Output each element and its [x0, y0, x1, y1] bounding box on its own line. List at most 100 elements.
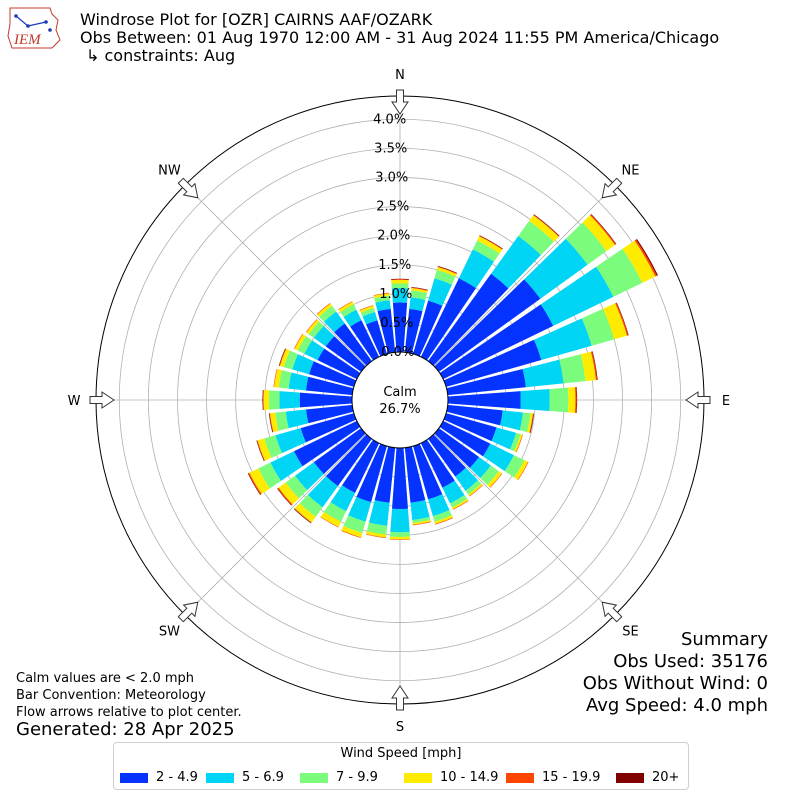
bar-segment-140-2-4-9 — [428, 434, 466, 477]
summary-avg-speed: Avg Speed: 4.0 mph — [586, 695, 768, 716]
bar-segment-10-2-4-9 — [404, 308, 423, 354]
bar-segment-30-7-9-9 — [472, 240, 500, 262]
bar-segment-230-7-9-9 — [285, 475, 308, 499]
flow-arrow-ne-icon — [601, 177, 623, 199]
bar-segment-60-10-14-9 — [622, 240, 656, 283]
bar-segment-270-15-19-9 — [262, 389, 264, 411]
legend-item: 5 - 6.9 — [206, 767, 284, 785]
radial-tick-label: 4.0% — [373, 112, 406, 127]
legend-title: Wind Speed [mph] — [340, 746, 462, 761]
bar-segment-350-5-6-9 — [375, 300, 391, 312]
bar-segment-60-2-4-9 — [439, 304, 554, 380]
bar-segment-50-2-4-9 — [434, 279, 541, 372]
bar-segment-130-10-14-9 — [487, 471, 502, 488]
bar-segment-280-5-6-9 — [288, 372, 309, 391]
bar-segment-40-15-19-9 — [533, 214, 560, 237]
bar-segment-130-15-19-9 — [489, 473, 503, 488]
bar-segment-310-5-6-9 — [313, 325, 335, 347]
bar-segment-70-10-14-9 — [602, 303, 628, 340]
bar-segment-290-2-4-9 — [309, 361, 357, 387]
legend-swatch — [616, 772, 644, 783]
bar-segment-120-7-9-9 — [504, 455, 525, 478]
bar-segment-270-2-4-9 — [299, 392, 353, 408]
bar-segment-210-15-19-9 — [320, 516, 339, 528]
bar-segment-130-7-9-9 — [480, 465, 499, 485]
bar-segment-80-10-14-9 — [580, 351, 596, 382]
bar-segment-190-10-14-9 — [366, 531, 387, 538]
legend-swatch — [404, 772, 432, 783]
bar-segment-30-20+ — [479, 235, 503, 250]
legend-item: 7 - 9.9 — [300, 767, 378, 785]
legend-swatch — [506, 772, 534, 783]
bar-segment-100-20+ — [530, 413, 535, 434]
bar-segment-130-2-4-9 — [434, 428, 480, 468]
bar-segment-180-2-4-9 — [392, 447, 408, 510]
bar-segment-300-7-9-9 — [297, 336, 313, 354]
bar-segment-50-15-19-9 — [589, 214, 616, 245]
bar-segment-200-10-14-9 — [341, 526, 363, 538]
bar-segment-220-20+ — [293, 508, 312, 524]
bar-segment-230-2-4-9 — [313, 428, 366, 475]
bar-segment-200-2-4-9 — [356, 443, 387, 503]
bar-segment-240-20+ — [247, 473, 261, 496]
bar-segment-150-2-4-9 — [420, 439, 455, 488]
bar-segment-210-10-14-9 — [320, 511, 342, 528]
bar-segment-0-20+ — [391, 278, 409, 280]
chart-title: Windrose Plot for [OZR] CAIRNS AAF/OZARK — [80, 10, 433, 29]
bar-segment-110-7-9-9 — [510, 432, 521, 452]
legend-item: 2 - 4.9 — [120, 767, 198, 785]
bar-segment-200-7-9-9 — [343, 515, 366, 533]
bar-segment-20-15-19-9 — [437, 266, 457, 274]
bar-segment-290-20+ — [278, 348, 286, 366]
legend-item: 15 - 19.9 — [506, 767, 600, 785]
calm-circle — [351, 351, 449, 449]
bar-segment-160-15-19-9 — [435, 517, 454, 525]
bar-segment-20-2-4-9 — [413, 300, 443, 357]
bar-segment-60-20+ — [636, 238, 658, 276]
bar-segment-110-10-14-9 — [514, 434, 523, 453]
bar-segment-240-15-19-9 — [248, 472, 262, 495]
bar-segment-250-10-14-9 — [257, 438, 272, 461]
bar-segment-160-7-9-9 — [432, 510, 452, 522]
radial-tick-label: 1.0% — [379, 287, 412, 302]
bar-segment-330-10-14-9 — [338, 301, 354, 313]
bar-segment-190-5-6-9 — [368, 500, 390, 526]
bar-segment-300-2-4-9 — [317, 348, 361, 380]
bar-segment-290-5-6-9 — [292, 354, 314, 375]
bar-segment-30-2-4-9 — [420, 278, 477, 361]
bar-segment-0-10-14-9 — [391, 279, 409, 284]
summary-obs-without-wind: Obs Without Wind: 0 — [582, 673, 768, 694]
bar-segment-110-2-4-9 — [443, 413, 497, 442]
direction-label-n: N — [395, 68, 405, 83]
legend-item: 20+ — [616, 767, 679, 785]
bar-segment-20-5-6-9 — [428, 278, 452, 306]
bar-segment-260-20+ — [268, 413, 273, 433]
bar-segment-10-10-14-9 — [411, 287, 428, 294]
bar-segment-340-2-4-9 — [366, 320, 387, 357]
direction-label-nw: NW — [158, 163, 181, 178]
bar-segment-250-7-9-9 — [264, 435, 282, 458]
bar-segment-170-15-19-9 — [412, 521, 431, 526]
bar-segment-100-7-9-9 — [519, 412, 531, 433]
bar-segment-40-5-6-9 — [491, 236, 541, 289]
bar-segment-230-10-14-9 — [278, 482, 299, 505]
bar-segment-330-15-19-9 — [338, 301, 353, 310]
bar-segment-190-7-9-9 — [366, 522, 388, 535]
bar-segment-270-5-6-9 — [279, 391, 300, 409]
bar-segment-220-10-14-9 — [294, 503, 316, 523]
bar-segment-10-15-19-9 — [411, 287, 428, 291]
angular-grid-line — [184, 433, 367, 616]
bar-segment-340-15-19-9 — [359, 305, 374, 311]
flow-arrow-w-icon — [89, 391, 115, 409]
bar-segment-70-15-19-9 — [615, 302, 629, 336]
direction-label-e: E — [722, 394, 730, 409]
bar-segment-100-10-14-9 — [527, 413, 533, 433]
bar-segment-70-20+ — [616, 302, 629, 336]
bar-segment-110-5-6-9 — [491, 427, 517, 450]
bar-segment-90-10-14-9 — [567, 387, 576, 413]
legend-label: 7 - 9.9 — [336, 770, 378, 785]
bar-segment-310-10-14-9 — [306, 319, 320, 335]
calm-label: Calm — [383, 385, 416, 400]
bar-segment-10-20+ — [411, 286, 428, 291]
angular-grid-line — [433, 433, 616, 616]
